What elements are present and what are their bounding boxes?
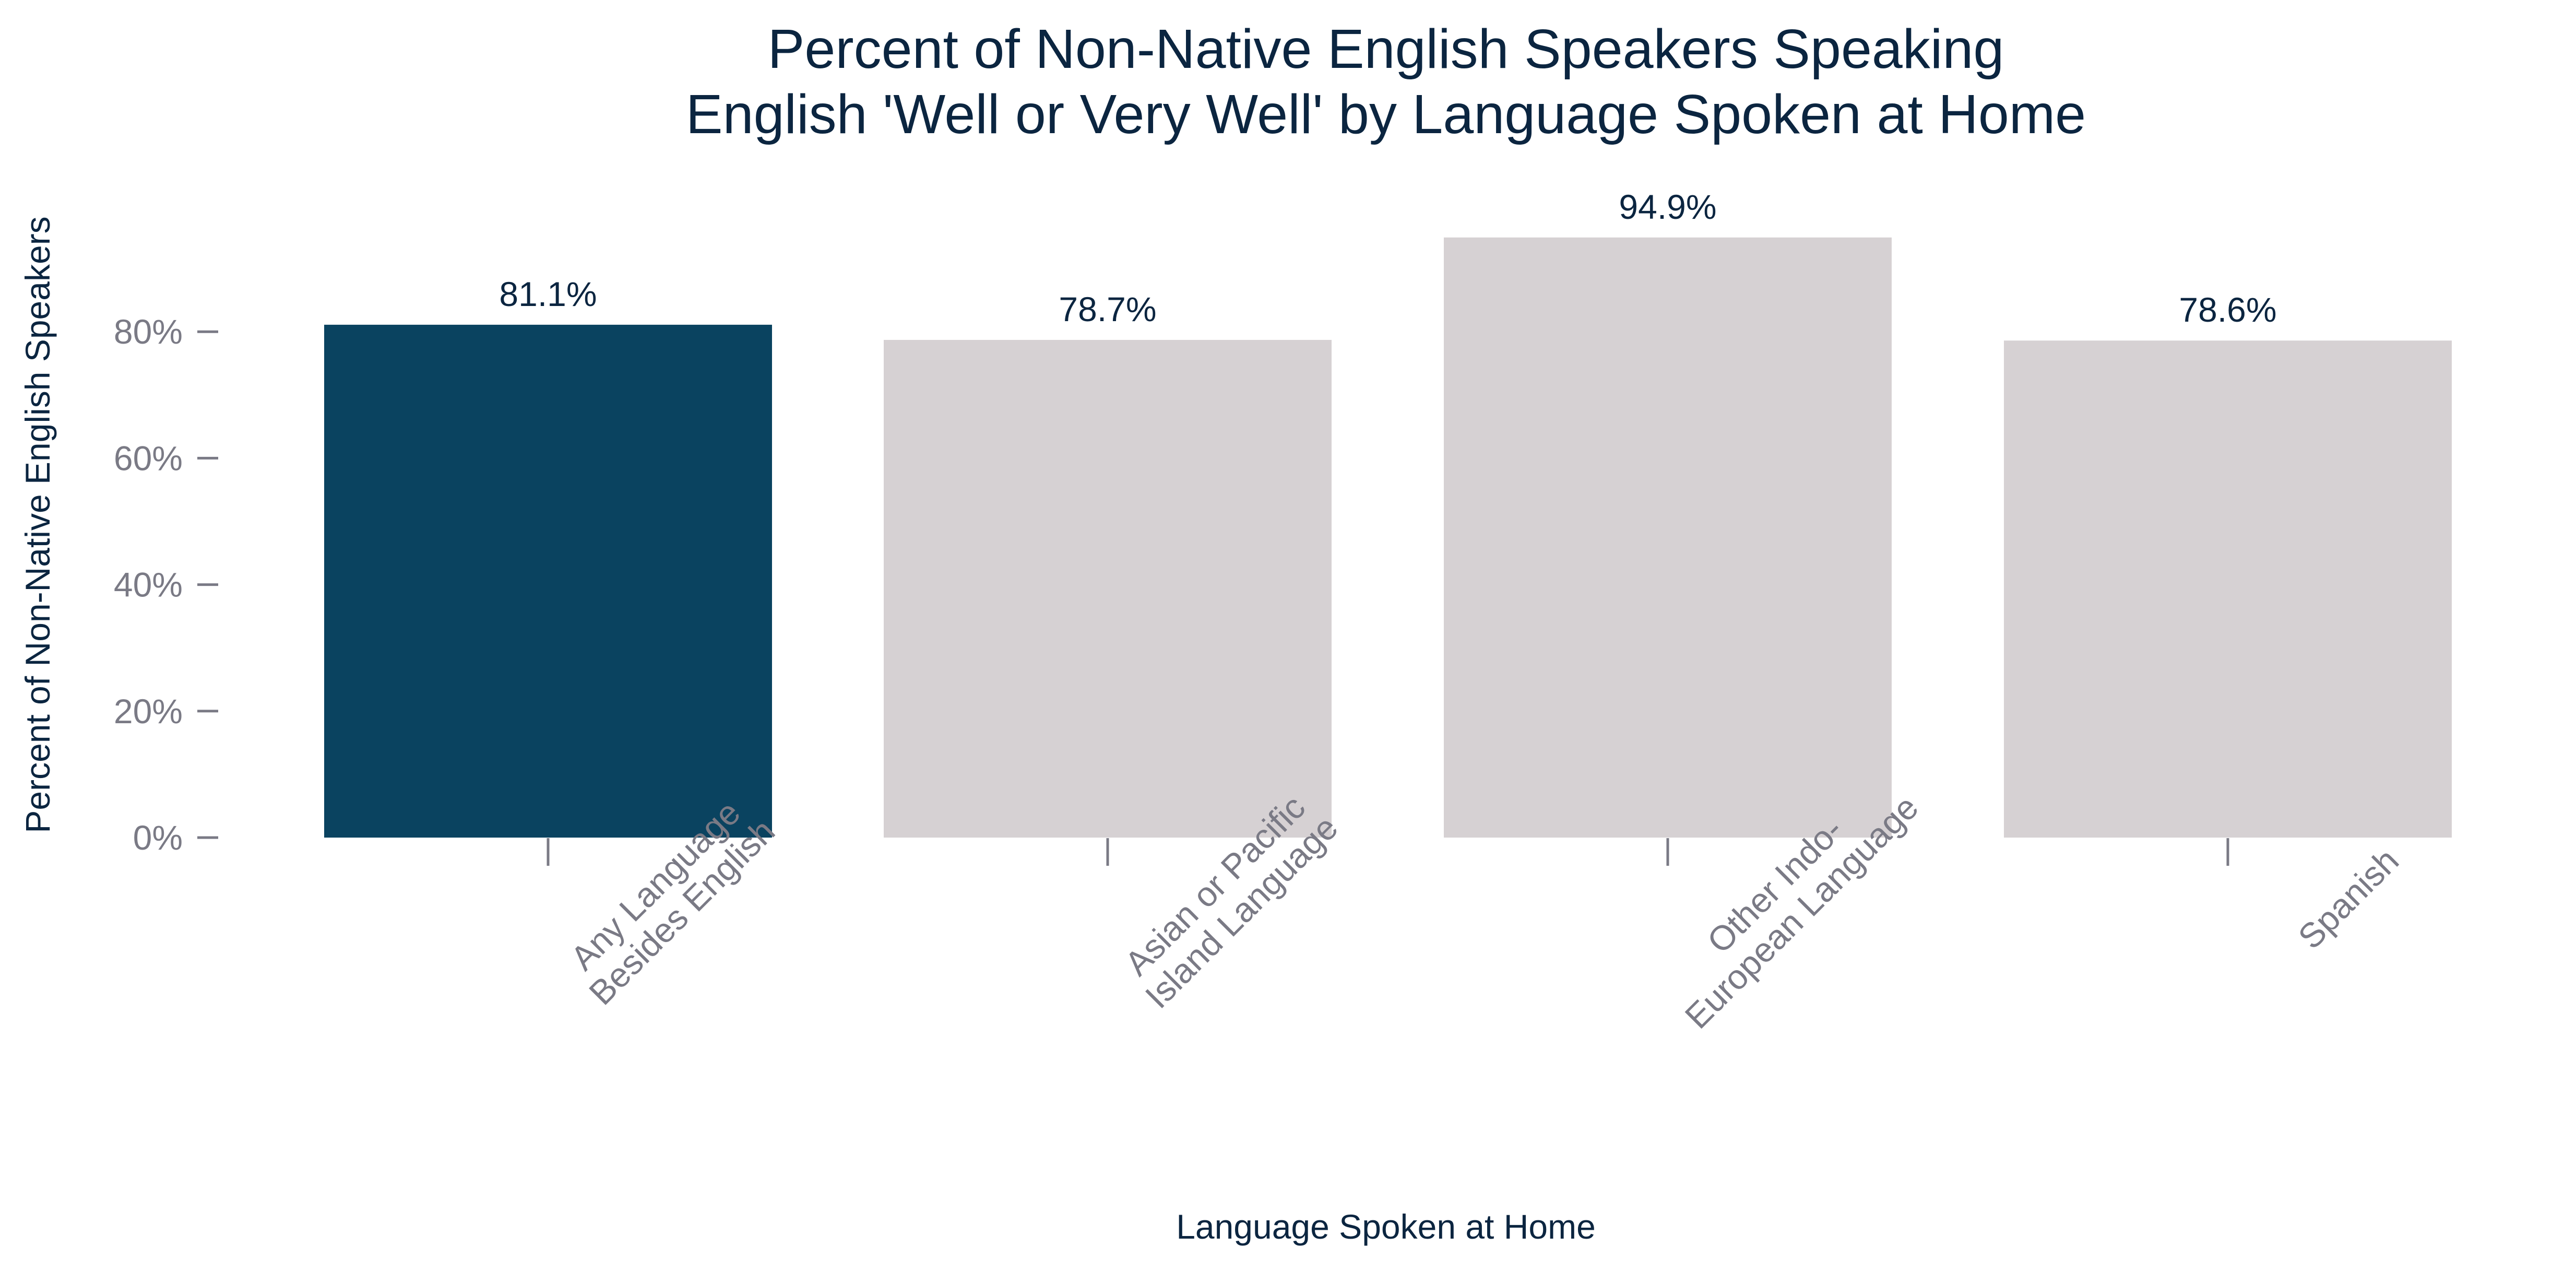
y-tick-label: 40% xyxy=(114,566,183,604)
x-tick-label: Spanish xyxy=(2290,841,2406,956)
y-tick-label: 20% xyxy=(114,692,183,731)
y-tick-label: 80% xyxy=(114,312,183,351)
data-label: 78.7% xyxy=(1059,290,1156,328)
data-label: 94.9% xyxy=(1619,187,1716,226)
chart-title-line-2: English 'Well or Very Well' by Language … xyxy=(686,84,2086,145)
bar xyxy=(1444,237,1892,838)
y-axis: 0% 20% 40% 60% 80% xyxy=(114,312,218,857)
chart-title-line-1: Percent of Non-Native English Speakers S… xyxy=(768,18,2004,80)
x-tick-label-line: Spanish xyxy=(2290,841,2406,956)
data-labels-group: 81.1% 78.7% 94.9% 78.6% xyxy=(499,187,2276,329)
bar xyxy=(324,324,772,838)
bar xyxy=(884,339,1332,838)
bars-group xyxy=(324,237,2452,838)
y-axis-title: Percent of Non-Native English Speakers xyxy=(18,216,57,833)
bar xyxy=(2004,340,2452,838)
data-label: 78.6% xyxy=(2179,290,2276,329)
data-label: 81.1% xyxy=(499,275,597,313)
y-tick-label: 0% xyxy=(133,818,183,857)
x-axis-title: Language Spoken at Home xyxy=(1176,1207,1596,1246)
y-tick-label: 60% xyxy=(114,439,183,477)
